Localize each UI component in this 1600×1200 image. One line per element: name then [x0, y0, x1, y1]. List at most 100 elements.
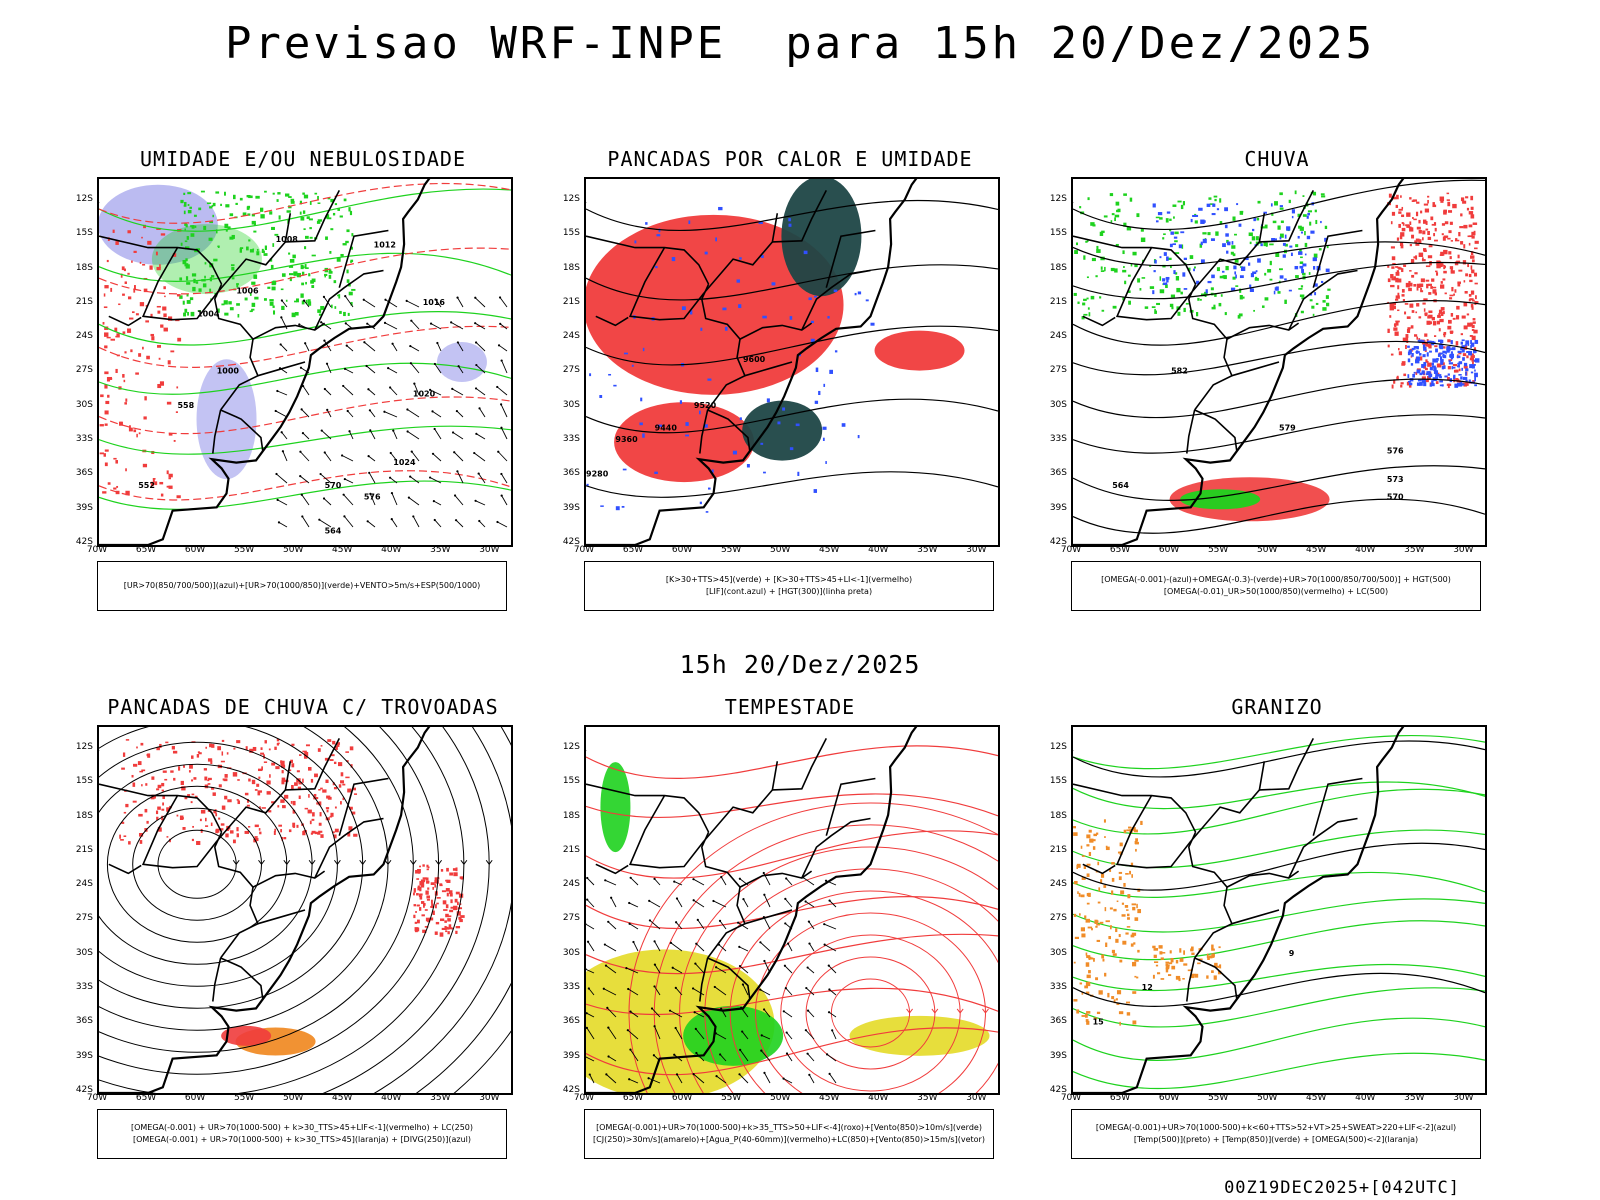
country-state-border — [772, 190, 828, 243]
country-state-border — [700, 831, 746, 959]
map-contour-label: 1000 — [217, 366, 240, 375]
lif-blue-speckle — [586, 206, 875, 513]
lat-tick-label: 33S — [75, 434, 93, 445]
country-state-border — [699, 409, 709, 454]
lat-tick-label: 33S — [1049, 434, 1067, 445]
lat-tick-label: 27S — [1049, 365, 1067, 376]
country-state-border — [703, 761, 779, 842]
lat-tick-label: 33S — [75, 982, 93, 993]
lon-tick-label: 45W — [1306, 1093, 1327, 1103]
country-state-border — [252, 870, 326, 888]
panel-5-map — [584, 725, 1000, 1095]
legend-line: [OMEGA(-0.001)+UR>70(1000-500)+k>35_TTS>… — [596, 1123, 982, 1132]
lat-tick-label: 30S — [75, 947, 93, 958]
lon-tick-label: 40W — [868, 1093, 889, 1103]
country-state-border — [739, 322, 813, 340]
lon-tick-label: 45W — [819, 1093, 840, 1103]
map-contour-label: 576 — [1387, 447, 1404, 456]
lon-tick-label: 35W — [1404, 545, 1425, 555]
lat-tick-label: 39S — [1049, 502, 1067, 513]
thunder-red-speckle — [119, 738, 358, 845]
panel-1-map: 1012 1008 1006 1004 1016 1020 1024 1000 576 570 56… — [97, 177, 513, 547]
lat-tick-label: 33S — [1049, 982, 1067, 993]
country-state-border — [1231, 909, 1280, 925]
country-state-border — [338, 229, 389, 288]
map-contour-label: 1020 — [413, 389, 436, 398]
country-state-border — [825, 229, 876, 288]
lon-tick-label: 30W — [1453, 1093, 1474, 1103]
country-state-border — [141, 247, 218, 321]
panel-1-title: UMIDADE E/OU NEBULOSIDADE — [139, 147, 467, 171]
lon-tick-label: 40W — [381, 1093, 402, 1103]
panel-4-title: PANCADAS DE CHUVA C/ TROVOADAS — [107, 695, 499, 719]
lon-tick-label: 50W — [1257, 545, 1278, 555]
legend-line: [OMEGA(-0.001) + UR>70(1000-500) + k>30_… — [130, 1123, 474, 1132]
instability-teal-south — [742, 400, 823, 461]
panel-2-map: 9600 9520 9440 9360 9280 — [584, 177, 1000, 547]
lon-tick-label: 50W — [283, 545, 304, 555]
country-state-border — [1226, 322, 1300, 340]
lat-tick-label: 21S — [1049, 844, 1067, 855]
main-title: Previsao WRF-INPE para 15h 20/Dez/2025 — [224, 18, 1376, 69]
lat-tick-label: 30S — [562, 399, 580, 410]
humidity-area-blue-south — [196, 359, 257, 480]
lon-tick-label: 65W — [1109, 545, 1131, 555]
map-contour-label: 570 — [325, 481, 342, 490]
map-contour-label: 564 — [325, 527, 342, 536]
map-contour-label: 570 — [1387, 492, 1404, 501]
lon-tick-label: 70W — [573, 1093, 595, 1103]
lat-tick-label: 42S — [75, 1085, 93, 1095]
coastline — [586, 179, 918, 545]
lon-tick-label: 50W — [1257, 1093, 1278, 1103]
map-contour-label: 9600 — [743, 355, 766, 364]
country-state-border — [285, 738, 341, 791]
country-state-border — [1190, 761, 1266, 842]
map-contour-label: 1006 — [236, 286, 259, 295]
map-contour-label: 1024 — [393, 458, 416, 467]
lon-tick-label: 55W — [1207, 1093, 1229, 1103]
map-contour-label: 12 — [1142, 983, 1153, 992]
lat-tick-label: 27S — [75, 365, 93, 376]
lat-tick-label: 12S — [1049, 741, 1067, 752]
lon-tick-label: 60W — [184, 545, 206, 555]
lat-tick-label: 36S — [75, 1016, 93, 1027]
wind-vectors — [274, 295, 508, 528]
country-state-border — [586, 235, 710, 285]
country-state-border — [801, 269, 871, 331]
lat-tick-label: 30S — [75, 399, 93, 410]
lat-tick-label: 18S — [562, 810, 580, 821]
country-state-border — [216, 213, 292, 294]
map-contour-label: 576 — [364, 492, 381, 501]
country-state-border — [744, 909, 793, 925]
country-state-border — [220, 409, 264, 452]
panel-2-title: PANCADAS POR CALOR E UMIDADE — [607, 147, 973, 171]
panel-5-map-graphic — [586, 727, 998, 1093]
country-state-border — [338, 777, 389, 836]
legend-line: [K>30+TTS>45](verde) + [K>30+TTS>45+LI<-… — [665, 575, 913, 584]
legend-line: [OMEGA(-0.001)+UR>70(1000-500)+k<60+TTS>… — [1095, 1123, 1457, 1132]
lon-tick-label: 65W — [135, 1093, 157, 1103]
country-state-border — [825, 777, 876, 836]
country-state-border — [220, 957, 264, 1000]
lat-tick-label: 39S — [562, 502, 580, 513]
coastline — [586, 727, 918, 1093]
country-state-border — [1187, 283, 1233, 411]
panel-5-legend: [OMEGA(-0.001)+UR>70(1000-500)+k>35_TTS>… — [584, 1109, 994, 1159]
lat-tick-label: 42S — [562, 1085, 580, 1095]
lat-tick-label: 15S — [1049, 776, 1067, 787]
country-state-border — [595, 863, 629, 875]
lat-tick-label: 42S — [562, 537, 580, 547]
coastline — [99, 727, 431, 1093]
lat-tick-label: 27S — [562, 913, 580, 924]
lon-tick-label: 35W — [430, 545, 451, 555]
lat-tick-label: 12S — [562, 741, 580, 752]
lat-tick-label: 24S — [75, 331, 93, 342]
country-state-border — [699, 957, 709, 1002]
country-state-border — [257, 361, 306, 377]
country-state-border — [1288, 817, 1358, 879]
lat-tick-label: 21S — [75, 844, 93, 855]
lon-tick-label: 60W — [184, 1093, 206, 1103]
country-state-border — [1194, 409, 1238, 452]
map-contour-label: 579 — [1279, 424, 1296, 433]
lat-tick-label: 21S — [562, 844, 580, 855]
